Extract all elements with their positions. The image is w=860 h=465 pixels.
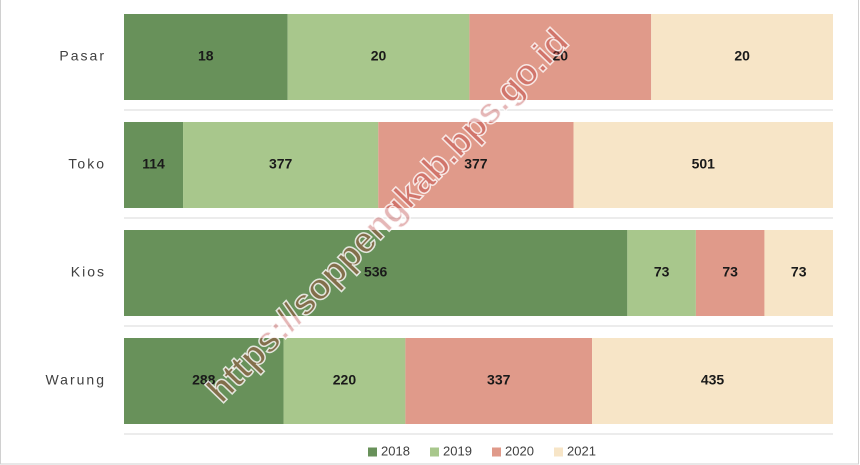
data-label: 114 (142, 156, 165, 172)
category-label: Toko (68, 156, 106, 172)
data-label: 20 (553, 48, 569, 64)
data-label: 220 (333, 372, 357, 388)
category-label: Kios (71, 264, 106, 280)
legend-label: 2021 (567, 443, 596, 458)
bar-segment (287, 14, 470, 100)
bar-segment (695, 230, 765, 316)
data-label: 20 (734, 48, 750, 64)
bar-segment (651, 14, 833, 100)
legend-swatch (430, 447, 439, 457)
data-label: 536 (364, 264, 388, 280)
bar-segment (124, 14, 288, 100)
bar-segment (469, 14, 652, 100)
legend-label: 2019 (443, 443, 472, 458)
data-label: 18 (198, 48, 214, 64)
bar-segment (405, 338, 593, 424)
bar-segment (183, 122, 379, 208)
category-label: Warung (45, 372, 106, 388)
bar-segment (283, 338, 406, 424)
data-label: 73 (791, 264, 807, 280)
legend-swatch (554, 447, 563, 457)
bar-segment (627, 230, 696, 316)
data-label: 377 (269, 156, 293, 172)
legend-swatch (368, 447, 377, 457)
bar-segment (573, 122, 833, 208)
legend-swatch (492, 447, 501, 457)
data-label: 435 (701, 372, 725, 388)
data-label: 337 (487, 372, 511, 388)
bar-segment (124, 338, 284, 424)
legend-label: 2020 (505, 443, 534, 458)
data-label: 20 (371, 48, 387, 64)
data-label: 377 (464, 156, 488, 172)
data-label: 501 (692, 156, 716, 172)
bar-segment (124, 122, 184, 208)
category-label: Pasar (59, 48, 106, 64)
data-label: 288 (192, 372, 216, 388)
data-label: 73 (722, 264, 738, 280)
bar-segment (378, 122, 574, 208)
bar-segment (764, 230, 833, 316)
legend-label: 2018 (381, 443, 410, 458)
bar-segment (592, 338, 833, 424)
data-label: 73 (654, 264, 670, 280)
bar-segment (124, 230, 628, 316)
